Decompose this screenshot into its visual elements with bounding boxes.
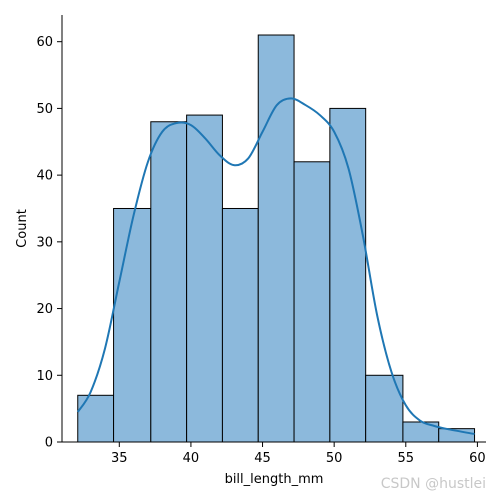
y-tick-label: 20: [36, 302, 53, 317]
histogram-bar-1: [113, 207, 152, 443]
y-tick-label: 40: [36, 169, 53, 184]
histogram-bar-8: [365, 374, 404, 443]
y-tick-label: 0: [45, 436, 53, 451]
histogram-bar-3: [186, 114, 223, 443]
x-tick-label: 40: [183, 451, 200, 466]
y-tick-label: 10: [36, 369, 53, 384]
y-tick-label: 30: [36, 235, 53, 250]
histogram-bar-0: [77, 394, 115, 443]
x-tick-label: 45: [254, 451, 271, 466]
x-tick-label: 35: [111, 451, 128, 466]
y-axis: 0 10 20 30 40 50 60: [36, 15, 63, 451]
x-tick-label: 55: [398, 451, 415, 466]
x-axis: 35 40 45 50 55 60: [62, 441, 486, 466]
histogram-bar-2: [150, 121, 188, 443]
histogram-bar-6: [293, 161, 331, 443]
y-tick-label: 60: [36, 35, 53, 50]
y-axis-label: Count: [15, 209, 30, 248]
histogram-bar-7: [329, 107, 367, 443]
kde-curve: [76, 97, 475, 435]
y-tick-label: 50: [36, 102, 53, 117]
histogram-bar-5: [257, 34, 295, 443]
x-axis-label: bill_length_mm: [225, 472, 324, 487]
x-tick-label: 50: [326, 451, 343, 466]
watermark: CSDN @hustlei: [380, 476, 486, 492]
bars-group: [77, 34, 476, 443]
histogram-bar-4: [221, 207, 259, 443]
x-tick-label: 60: [469, 451, 486, 466]
